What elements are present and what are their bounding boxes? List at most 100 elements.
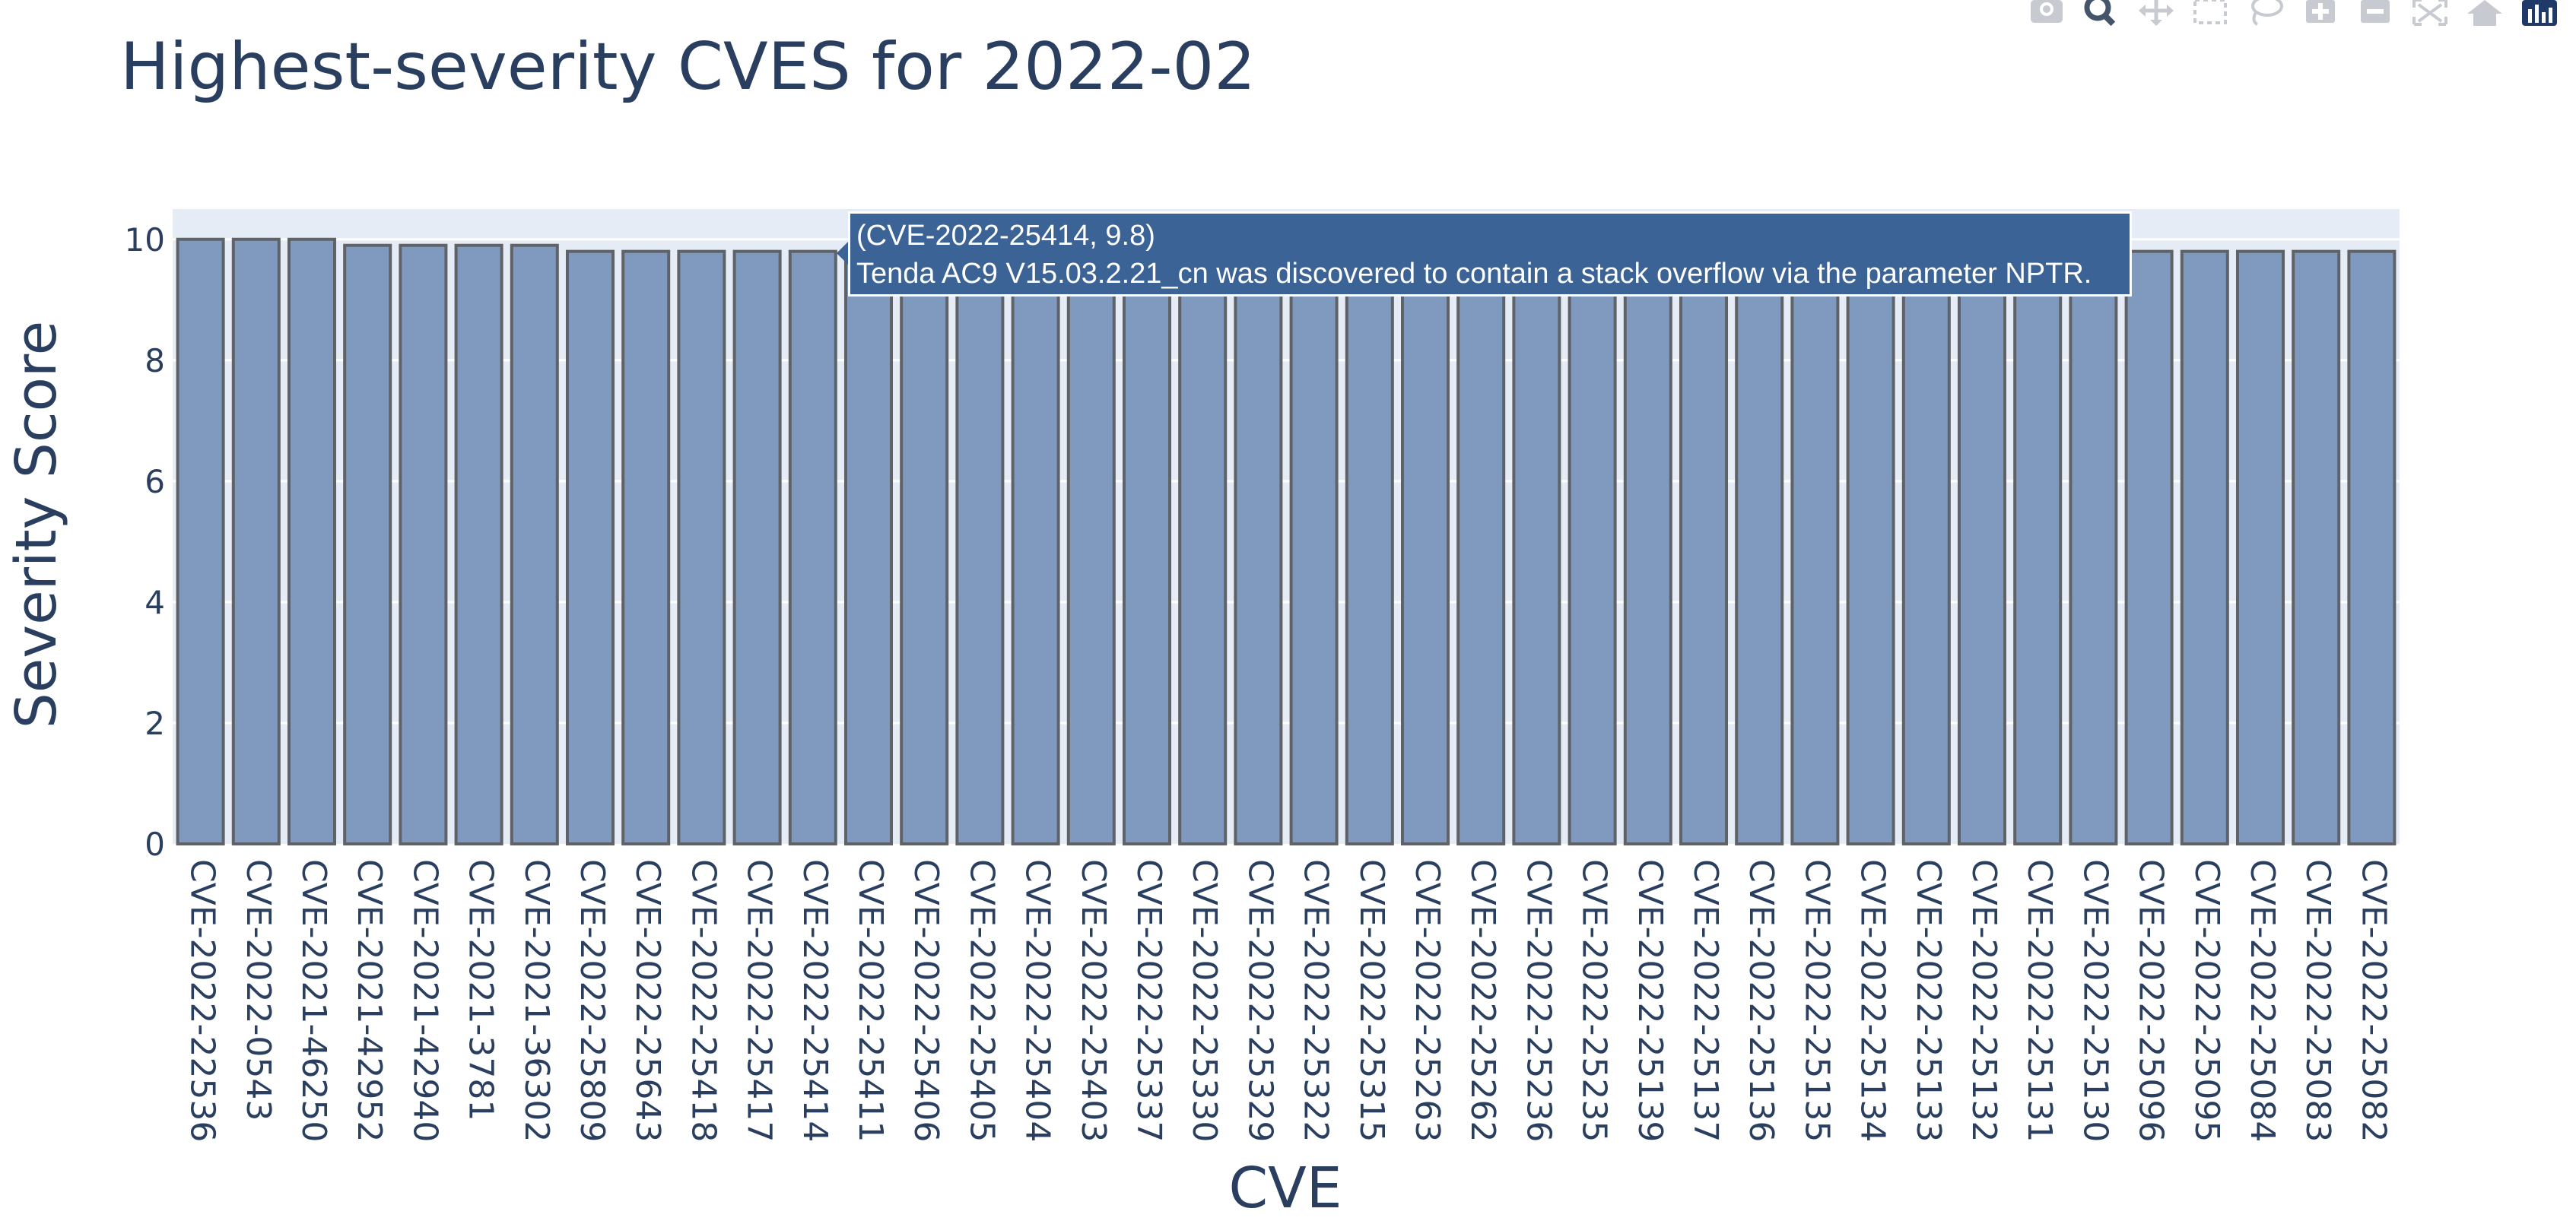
x-tick-label: CVE-2022-25134 — [1853, 859, 1892, 1142]
hover-tooltip: (CVE-2022-25414, 9.8) Tenda AC9 V15.03.2… — [848, 211, 2132, 297]
bar[interactable] — [1790, 249, 1840, 845]
x-tick-label: CVE-2022-25139 — [1631, 859, 1669, 1142]
bar[interactable] — [900, 249, 949, 845]
x-tick-label: CVE-2021-42940 — [405, 859, 444, 1142]
x-tick-label: CVE-2022-25405 — [962, 859, 1001, 1142]
y-tick-label: 6 — [145, 463, 165, 500]
tooltip-arrow — [837, 239, 850, 267]
bar[interactable] — [1456, 249, 1506, 845]
x-axis-label: CVE — [1228, 1156, 1342, 1221]
y-tick-labels: 0 2 4 6 8 10 — [125, 221, 165, 863]
x-tick-label: CVE-2022-25411 — [851, 859, 890, 1142]
bar[interactable] — [176, 237, 225, 845]
x-tick-label: CVE-2022-25132 — [1965, 859, 2003, 1142]
zoom-in-icon[interactable] — [2293, 0, 2348, 26]
bar[interactable] — [343, 243, 392, 845]
x-tick-label: CVE-2022-0543 — [239, 859, 278, 1121]
bar[interactable] — [1957, 249, 2007, 845]
bar[interactable] — [732, 249, 782, 845]
bar[interactable] — [1178, 249, 1228, 845]
bar[interactable] — [1066, 249, 1116, 845]
bar[interactable] — [1289, 249, 1339, 845]
bar[interactable] — [2069, 249, 2118, 845]
bar[interactable] — [677, 249, 726, 845]
reset-axes-icon[interactable] — [2457, 0, 2512, 26]
zoom-icon[interactable] — [2074, 0, 2129, 26]
x-tick-label: CVE-2022-25809 — [573, 859, 611, 1142]
x-tick-label: CVE-2022-25263 — [1408, 859, 1447, 1142]
bar[interactable] — [1512, 249, 1561, 845]
bars — [176, 237, 2397, 845]
x-tick-label: CVE-2022-25643 — [628, 859, 667, 1142]
bar[interactable] — [565, 249, 615, 845]
y-axis-label: Severity Score — [4, 320, 69, 729]
y-tick-label: 0 — [145, 826, 165, 863]
camera-icon[interactable] — [2019, 0, 2074, 26]
y-tick-label: 4 — [145, 584, 165, 621]
x-tick-label: CVE-2022-25418 — [684, 859, 723, 1142]
bar[interactable] — [2235, 249, 2285, 845]
bar[interactable] — [1568, 249, 1617, 845]
x-tick-label: CVE-2022-25414 — [796, 859, 834, 1142]
x-tick-label: CVE-2022-22536 — [183, 859, 222, 1142]
x-tick-label: CVE-2022-25135 — [1797, 859, 1836, 1142]
bar[interactable] — [510, 243, 559, 845]
bar[interactable] — [1846, 249, 1895, 845]
bar[interactable] — [1234, 249, 1283, 845]
lasso-select-icon[interactable] — [2238, 0, 2293, 26]
x-tick-label: CVE-2022-25130 — [2076, 859, 2114, 1142]
bar[interactable] — [2013, 249, 2063, 845]
bar[interactable] — [621, 249, 671, 845]
zoom-out-icon[interactable] — [2348, 0, 2403, 26]
x-tick-label: CVE-2022-25137 — [1686, 859, 1725, 1142]
x-tick-label: CVE-2022-25417 — [740, 859, 779, 1142]
bar[interactable] — [1400, 249, 1450, 845]
x-tick-label: CVE-2022-25403 — [1074, 859, 1113, 1142]
bar[interactable] — [1735, 249, 1784, 845]
tooltip-line-2: Tenda AC9 V15.03.2.21_cn was discovered … — [856, 258, 2092, 290]
x-tick-label: CVE-2022-25235 — [1575, 859, 1614, 1142]
bar[interactable] — [454, 243, 503, 845]
bar[interactable] — [1011, 249, 1060, 845]
x-tick-label: CVE-2022-25133 — [1909, 859, 1948, 1142]
bar[interactable] — [2347, 249, 2397, 845]
tooltip-line-1: (CVE-2022-25414, 9.8) — [856, 220, 1155, 252]
box-select-icon[interactable] — [2184, 0, 2238, 26]
bar[interactable] — [788, 249, 837, 845]
bar[interactable] — [2124, 249, 2174, 845]
x-tick-label: CVE-2022-25329 — [1240, 859, 1279, 1142]
bar[interactable] — [231, 237, 281, 845]
bar[interactable] — [287, 237, 337, 845]
y-tick-label: 2 — [145, 705, 165, 742]
x-tick-label: CVE-2022-25083 — [2298, 859, 2337, 1142]
plot-area — [173, 209, 2400, 844]
x-tick-label: CVE-2021-42952 — [350, 859, 389, 1142]
pan-icon[interactable] — [2129, 0, 2184, 26]
x-tick-label: CVE-2022-25337 — [1129, 859, 1168, 1142]
y-tick-label: 10 — [125, 221, 165, 258]
x-tick-label: CVE-2022-25404 — [1018, 859, 1057, 1142]
bar[interactable] — [1122, 249, 1172, 845]
bar[interactable] — [2180, 249, 2229, 845]
x-tick-label: CVE-2022-25082 — [2354, 859, 2393, 1142]
x-tick-label: CVE-2022-25322 — [1297, 859, 1336, 1142]
bar[interactable] — [399, 243, 448, 845]
x-tick-label: CVE-2022-25084 — [2243, 859, 2282, 1142]
plotly-logo-icon[interactable] — [2512, 0, 2567, 26]
x-tick-label: CVE-2022-25315 — [1352, 859, 1391, 1142]
bar[interactable] — [1679, 249, 1729, 845]
bar[interactable] — [1623, 249, 1672, 845]
bar[interactable] — [1901, 249, 1951, 845]
x-tick-label: CVE-2022-25262 — [1463, 859, 1502, 1142]
autoscale-icon[interactable] — [2403, 0, 2457, 26]
bar[interactable] — [2292, 249, 2341, 845]
x-tick-label: CVE-2021-36302 — [517, 859, 556, 1142]
bar[interactable] — [843, 249, 894, 845]
x-tick-label: CVE-2022-25136 — [1742, 859, 1780, 1142]
modebar — [2019, 0, 2567, 26]
bar[interactable] — [1345, 249, 1394, 845]
x-tick-label: CVE-2022-25330 — [1185, 859, 1224, 1142]
bar[interactable] — [955, 249, 1005, 845]
x-tick-label: CVE-2022-25131 — [2020, 859, 2059, 1142]
